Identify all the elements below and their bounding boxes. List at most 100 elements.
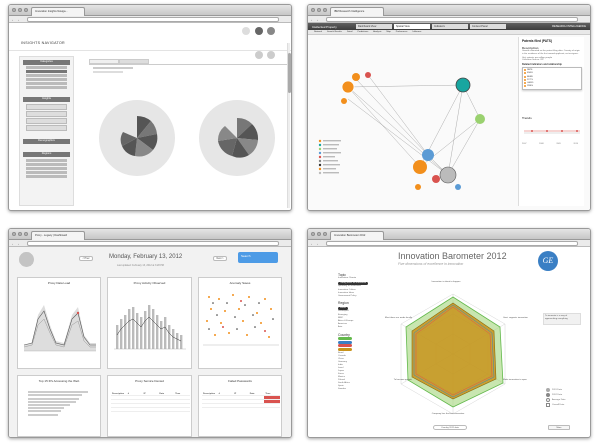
country-item[interactable]: India: [338, 363, 343, 366]
ip-bar[interactable]: [28, 394, 82, 397]
address-bar[interactable]: [27, 241, 279, 246]
back-icon[interactable]: ‹: [311, 17, 312, 22]
ip-bar[interactable]: [28, 391, 88, 394]
tab-spatial[interactable]: Spatial View: [394, 24, 430, 29]
filter-item[interactable]: [26, 163, 67, 166]
view-tab[interactable]: [119, 59, 149, 64]
browser-tab[interactable]: IBM Research Intelligence: [330, 7, 384, 16]
subtab[interactable]: Analysis: [373, 31, 382, 33]
forward-icon[interactable]: ›: [317, 17, 318, 22]
country-chip[interactable]: [338, 348, 352, 352]
radar-line-red[interactable]: [415, 306, 493, 396]
filter-item[interactable]: [26, 104, 67, 110]
region-item-selected[interactable]: World: [338, 307, 348, 311]
rose-slice[interactable]: [237, 124, 259, 140]
more-button[interactable]: More: [548, 425, 570, 430]
help-icon[interactable]: [267, 27, 275, 35]
address-bar[interactable]: [326, 17, 578, 22]
related-item[interactable]: RSFU: [524, 72, 580, 75]
legend-item[interactable]: 2012 Data: [546, 392, 586, 397]
table-row[interactable]: [202, 396, 280, 400]
radar-area-gold[interactable]: [411, 302, 497, 400]
node[interactable]: [352, 73, 360, 81]
subtab[interactable]: Network: [314, 31, 323, 33]
filter-item[interactable]: [26, 66, 67, 69]
ip-bar[interactable]: [28, 413, 58, 416]
related-item[interactable]: GERD: [524, 81, 580, 84]
related-item[interactable]: PATS: [524, 69, 580, 72]
ip-bar[interactable]: [28, 410, 61, 413]
window-controls[interactable]: [311, 8, 327, 12]
ip-bar[interactable]: [28, 407, 64, 410]
table-row[interactable]: [111, 400, 190, 404]
browser-tab[interactable]: Innovation Insights Naviga...: [31, 7, 85, 16]
filter-item[interactable]: [26, 74, 67, 77]
forward-icon[interactable]: ›: [18, 241, 19, 246]
scrollbar[interactable]: [287, 43, 291, 208]
rose-slice[interactable]: [137, 115, 151, 138]
rose-slice[interactable]: [122, 138, 137, 156]
forward-icon[interactable]: ›: [18, 17, 19, 22]
region-item[interactable]: Africa & Europe: [338, 320, 354, 323]
country-item[interactable]: Japan: [338, 369, 344, 372]
user-label[interactable]: RESEARCH INTELLIGENCE: [552, 24, 586, 28]
address-bar[interactable]: [27, 17, 279, 22]
rose-slice[interactable]: [218, 138, 237, 156]
country-item[interactable]: China: [338, 357, 344, 360]
ip-bar[interactable]: [28, 400, 76, 403]
rose-slice[interactable]: [217, 126, 237, 141]
filter-item[interactable]: [26, 125, 67, 131]
rose-slice[interactable]: [232, 138, 249, 158]
ip-bar[interactable]: [28, 397, 79, 400]
country-item[interactable]: South Africa: [338, 381, 350, 384]
filter-item[interactable]: [26, 70, 67, 73]
filter-item[interactable]: [26, 167, 67, 170]
settings-icon[interactable]: [255, 27, 263, 35]
region-item[interactable]: Developed: [338, 310, 349, 313]
country-item[interactable]: Spain: [338, 384, 344, 387]
subtab[interactable]: Detail: [346, 31, 353, 33]
back-icon[interactable]: ‹: [311, 241, 312, 246]
rose-slice[interactable]: [137, 134, 158, 150]
zoom-icon[interactable]: [255, 51, 263, 59]
subtab[interactable]: Search Results: [327, 31, 342, 33]
topic-item[interactable]: Innovation Culture: [338, 288, 356, 291]
node[interactable]: [415, 184, 421, 190]
node[interactable]: [422, 149, 434, 161]
legend-item[interactable]: 2011 Data: [546, 387, 586, 392]
table-row[interactable]: [202, 400, 280, 404]
radar-line-blue[interactable]: [413, 304, 495, 398]
topic-item[interactable]: Innovation Climate: [338, 277, 357, 279]
next-button[interactable]: Next >: [213, 256, 227, 261]
address-bar[interactable]: [326, 241, 578, 246]
rose-slice[interactable]: [137, 121, 157, 138]
legend-item[interactable]: Average Data: [546, 397, 586, 402]
back-icon[interactable]: ‹: [12, 241, 13, 246]
subtab[interactable]: Map: [386, 31, 391, 33]
node[interactable]: [439, 166, 457, 184]
back-icon[interactable]: ‹: [12, 17, 13, 22]
region-item[interactable]: BRIC: [338, 316, 344, 319]
filter-item[interactable]: [26, 111, 67, 117]
country-item[interactable]: Poland: [338, 378, 345, 381]
table-row[interactable]: [111, 408, 190, 412]
overlay-toggle[interactable]: Overlay 2011 data: [433, 425, 467, 430]
window-controls[interactable]: [12, 232, 28, 236]
related-item[interactable]: PCTS: [524, 78, 580, 81]
ip-bar[interactable]: [28, 403, 70, 406]
filter-item[interactable]: [26, 171, 67, 174]
node[interactable]: [475, 114, 485, 124]
region-item[interactable]: Americas: [338, 323, 348, 326]
browser-tab[interactable]: Innovation Barometer 2012: [330, 231, 384, 240]
country-item[interactable]: Germany: [338, 360, 347, 363]
node[interactable]: [341, 80, 355, 94]
search-button[interactable]: Search: [238, 252, 278, 263]
legend-item[interactable]: Overall Data: [546, 402, 586, 407]
topic-item-selected[interactable]: Taking Risks for Innovation: [338, 282, 369, 286]
forward-icon[interactable]: ›: [317, 241, 318, 246]
filter-item[interactable]: [26, 118, 67, 124]
filter-item[interactable]: [26, 86, 67, 89]
subtab[interactable]: Influence: [412, 31, 422, 33]
rose-slice[interactable]: [237, 138, 258, 155]
filter-item[interactable]: [26, 159, 67, 162]
